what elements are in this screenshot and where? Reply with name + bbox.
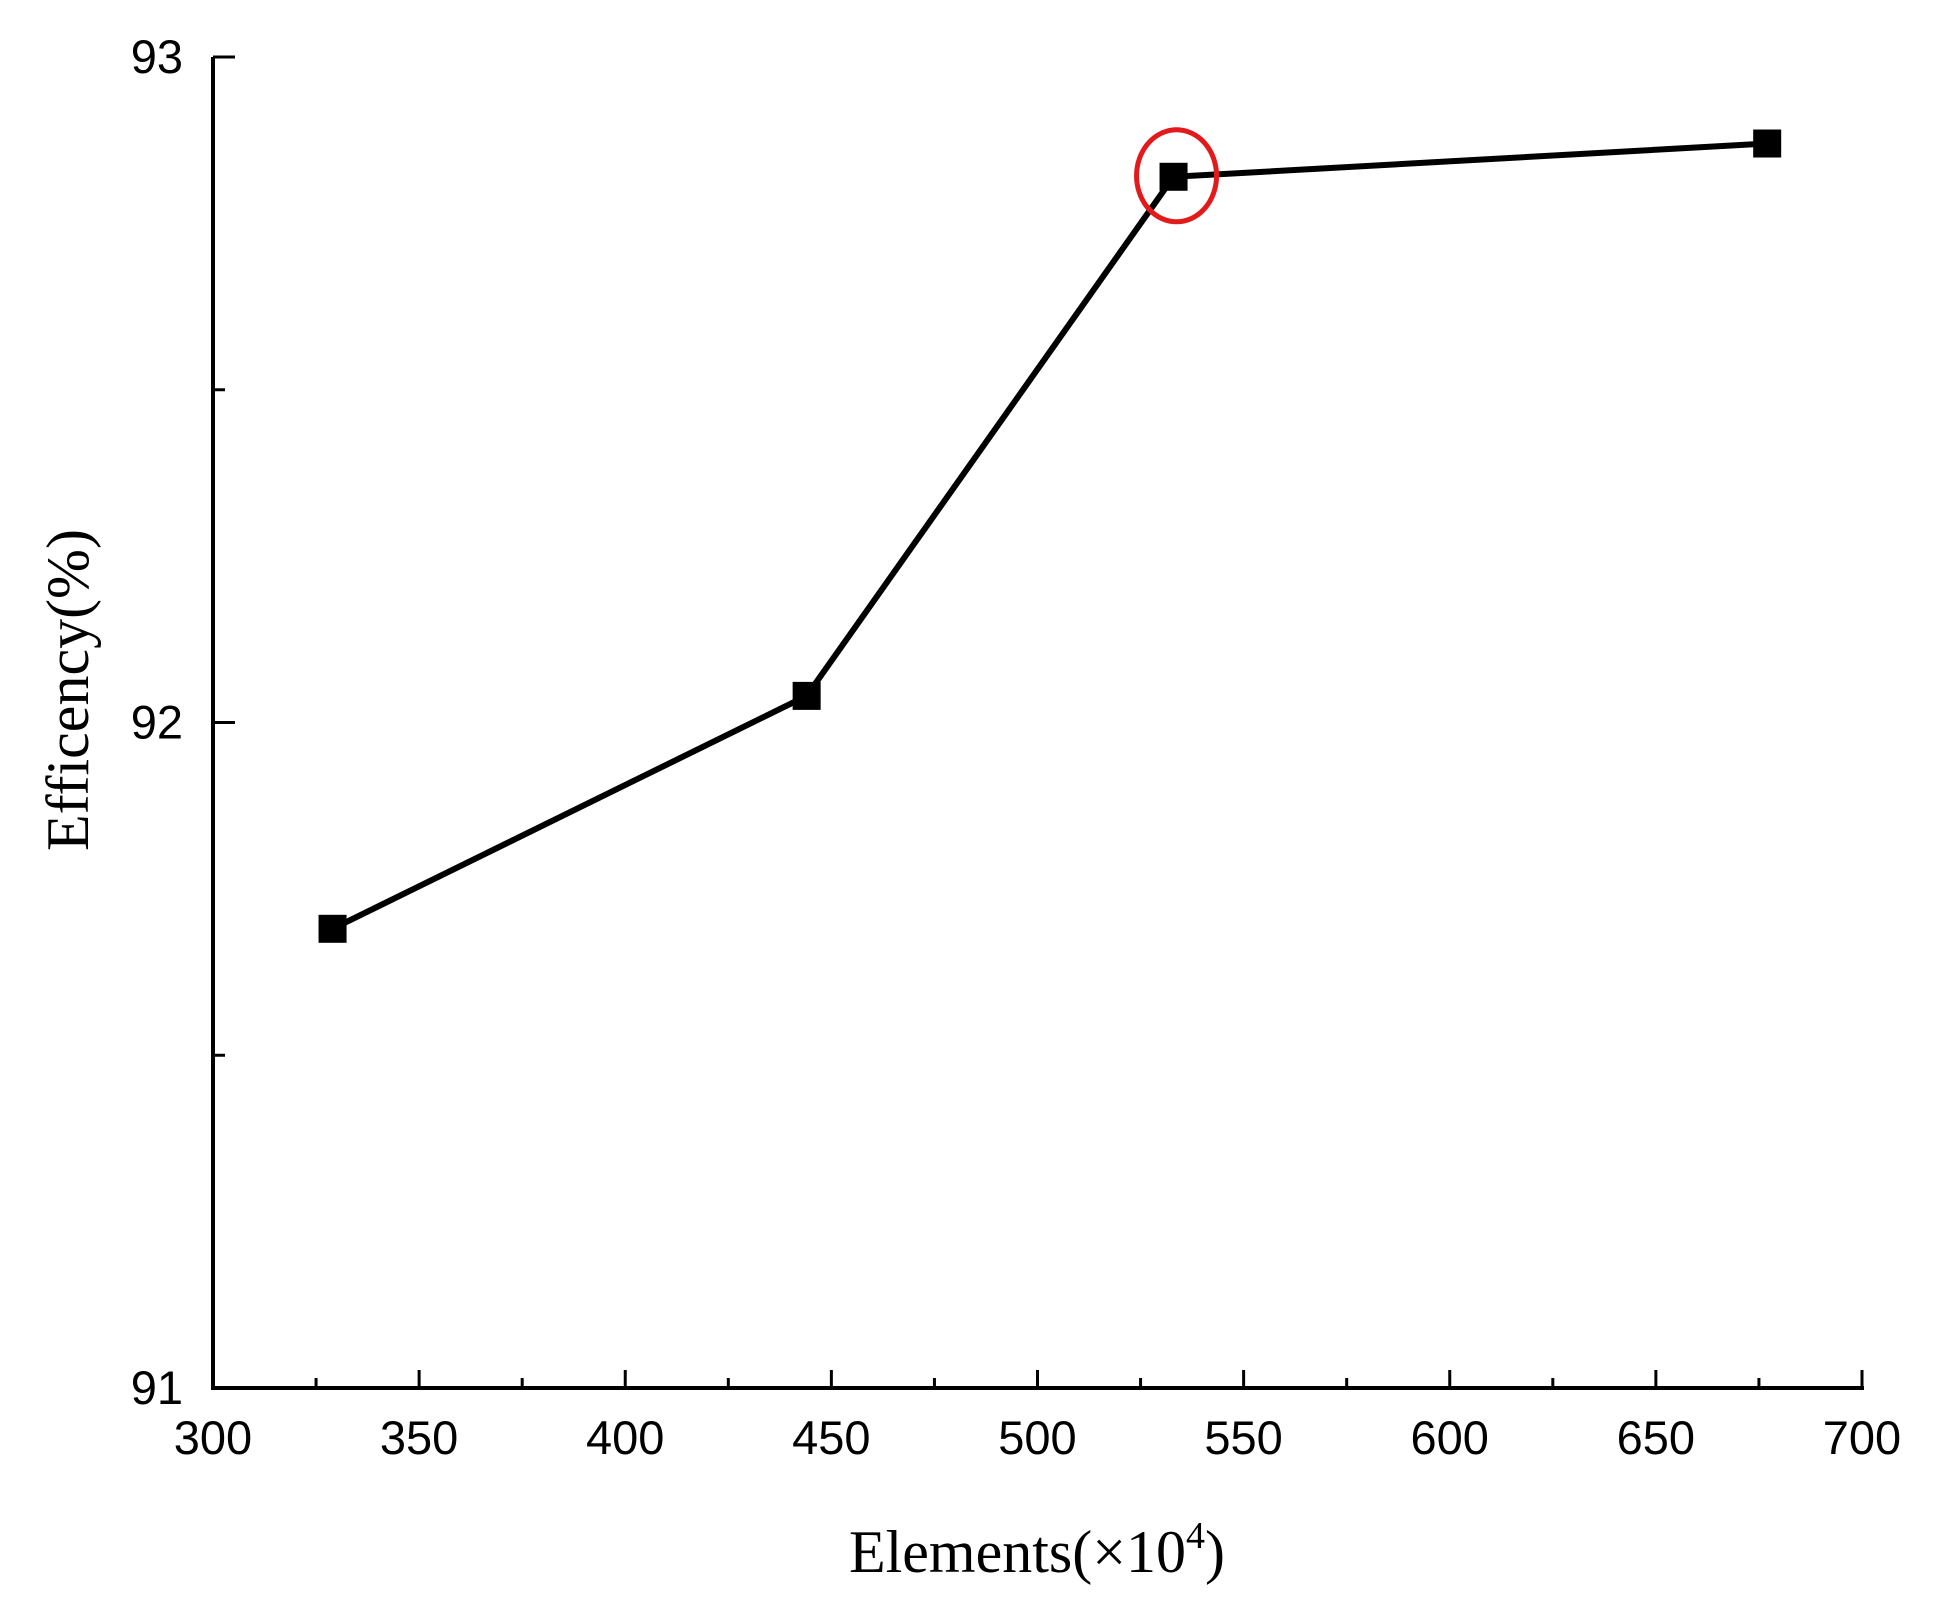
x-tick-label-500: 500 [998, 1411, 1076, 1464]
data-point-marker [1753, 129, 1782, 158]
x-tick-label-350: 350 [380, 1411, 458, 1464]
highlight-circle [1134, 127, 1220, 225]
x-tick-label-650: 650 [1617, 1411, 1695, 1464]
x-axis-title-superscript: 4 [1186, 1515, 1205, 1557]
data-point-marker [1159, 162, 1188, 191]
x-tick-label-300: 300 [174, 1411, 252, 1464]
x-tick-label-700: 700 [1823, 1411, 1901, 1464]
x-axis-title: Elements(×104) [849, 1515, 1225, 1585]
x-tick-label-600: 600 [1411, 1411, 1489, 1464]
x-tick-label-400: 400 [586, 1411, 664, 1464]
x-tick-label-450: 450 [792, 1411, 870, 1464]
axes [211, 57, 1864, 1390]
series-line [331, 140, 1768, 932]
x-axis-title-suffix: ) [1205, 1519, 1225, 1585]
data-point-marker [318, 914, 347, 943]
y-tick-label-93: 93 [131, 30, 183, 83]
data-point-marker [792, 681, 821, 710]
x-tick-label-550: 550 [1204, 1411, 1282, 1464]
y-axis-title: Efficency(%) [35, 529, 101, 851]
annotations [1134, 127, 1220, 225]
x-axis-title-main: Elements(×10 [849, 1519, 1186, 1585]
y-tick-label-91: 91 [131, 1361, 183, 1414]
ticks: 300 350 400 450 500 550 600 650 700 91 92 93 [131, 30, 1901, 1464]
y-tick-label-92: 92 [131, 696, 183, 749]
data-series [318, 129, 1782, 943]
